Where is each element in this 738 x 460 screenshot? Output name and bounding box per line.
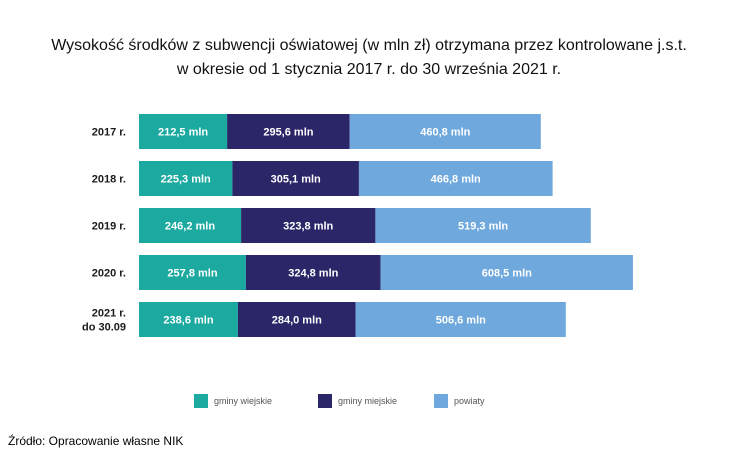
data-label: 212,5 mln (158, 127, 208, 139)
category-label: 2018 r. (92, 174, 126, 186)
data-label: 305,1 mln (271, 174, 321, 186)
data-label: 608,5 mln (482, 268, 532, 280)
bar-segment-powiaty (375, 208, 591, 243)
bar-segment-gminy-miejskie (241, 208, 376, 243)
bar-segment-gminy-wiejskie (139, 255, 246, 290)
bar-segment-powiaty (380, 255, 633, 290)
legend-swatch-gminy-wiejskie (194, 394, 208, 408)
chart-title: Wysokość środków z subwencji oświatowej … (0, 34, 738, 82)
data-label: 519,3 mln (458, 221, 508, 233)
category-label: 2017 r. (92, 127, 126, 139)
chart-title-line-1: Wysokość środków z subwencji oświatowej … (51, 37, 687, 54)
legend-label-powiaty: powiaty (454, 396, 485, 406)
bar-segment-gminy-wiejskie (139, 208, 242, 243)
category-label: 2020 r. (92, 268, 126, 280)
data-label: 295,6 mln (263, 127, 313, 139)
data-label: 284,0 mln (272, 315, 322, 327)
legend-swatch-gminy-miejskie (318, 394, 332, 408)
data-label: 238,6 mln (163, 315, 213, 327)
category-label: 2019 r. (92, 221, 126, 233)
data-label: 466,8 mln (431, 174, 481, 186)
data-label: 460,8 mln (420, 127, 470, 139)
bar-segment-powiaty (355, 302, 566, 337)
bar-segment-powiaty (359, 161, 553, 196)
data-label: 257,8 mln (167, 268, 217, 280)
chart-title-line-2: w okresie od 1 stycznia 2017 r. do 30 wr… (176, 61, 562, 78)
bar-segment-gminy-wiejskie (139, 161, 233, 196)
legend-swatch-powiaty (434, 394, 448, 408)
bar-segment-gminy-wiejskie (139, 114, 228, 149)
bar-segment-gminy-miejskie (237, 302, 356, 337)
data-label: 323,8 mln (283, 221, 333, 233)
bar-segment-gminy-miejskie (227, 114, 350, 149)
data-label: 506,6 mln (436, 315, 486, 327)
bar-segment-gminy-miejskie (245, 255, 381, 290)
data-label: 324,8 mln (288, 268, 338, 280)
data-label: 225,3 mln (161, 174, 211, 186)
bar-segment-powiaty (349, 114, 541, 149)
bar-segment-gminy-miejskie (232, 161, 359, 196)
legend-label-gminy-wiejskie: gminy wiejskie (214, 396, 272, 406)
category-label: 2021 r. do 30.09 (82, 308, 126, 334)
bar-segment-gminy-wiejskie (139, 302, 238, 337)
source-note: Źródło: Opracowanie własne NIK (8, 434, 184, 448)
legend-label-gminy-miejskie: gminy miejskie (338, 396, 397, 406)
data-label: 246,2 mln (165, 221, 215, 233)
